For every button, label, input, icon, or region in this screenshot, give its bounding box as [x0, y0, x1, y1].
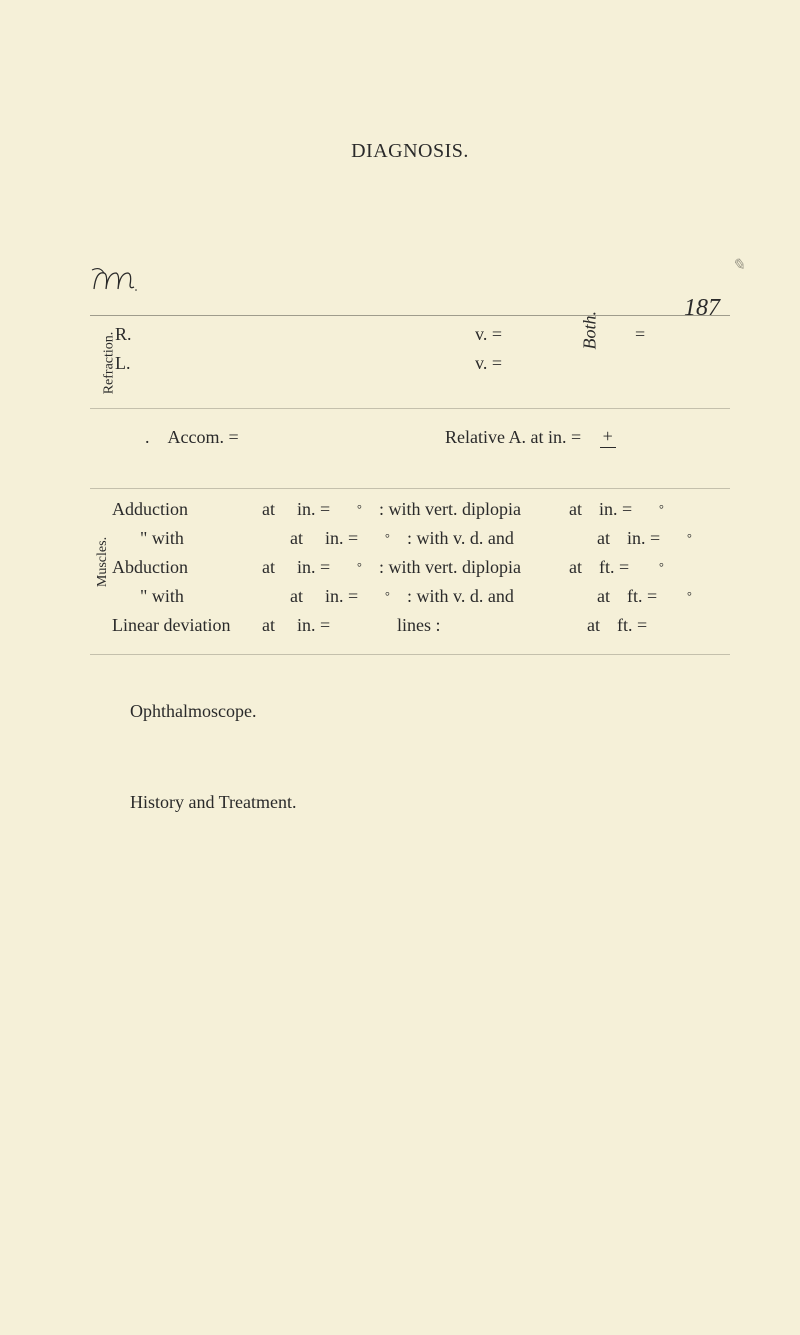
page-title: DIAGNOSIS.	[90, 140, 730, 163]
rule	[90, 654, 730, 655]
accom-label: . Accom. =	[90, 427, 445, 448]
margin-mark: ✎	[732, 255, 745, 275]
rule	[90, 488, 730, 489]
refraction-row-l: L. v. =	[90, 353, 730, 374]
muscles-row: " with at in. = ° : with v. d. and at ft…	[90, 586, 730, 607]
muscles-label: Muscles.	[95, 537, 111, 587]
m-in: in. =	[325, 528, 385, 549]
refraction-label: Refraction.	[101, 332, 117, 395]
v-equals: v. =	[475, 324, 585, 345]
relative-a: Relative A. at in. =	[445, 427, 581, 447]
m-desc: : with vert. diplopia	[379, 499, 569, 520]
muscles-row: " with at in. = ° : with v. d. and at in…	[90, 528, 730, 549]
m-in: in. =	[297, 557, 357, 578]
accom-row: . Accom. = Relative A. at in. = +	[90, 427, 730, 466]
both-label: Both.	[580, 311, 601, 350]
refraction-block: Refraction. R. v. = Both. = L. v. =	[90, 324, 730, 402]
accom-text: Accom. =	[168, 427, 239, 447]
both-cell: Both. =	[585, 324, 685, 345]
accom-right: Relative A. at in. = +	[445, 427, 730, 466]
m-at: at	[262, 615, 297, 636]
m-at2: at	[597, 528, 627, 549]
m-at2: at	[569, 499, 599, 520]
v-equals: v. =	[475, 353, 585, 374]
muscles-block: Muscles. Adduction at in. = ° : with ver…	[90, 499, 730, 636]
m-desc: : with v. d. and	[407, 586, 597, 607]
m-at2: at	[587, 615, 617, 636]
both-eq: =	[635, 324, 645, 344]
m-deg2: °	[687, 589, 707, 604]
m-label: Linear deviation	[90, 615, 262, 636]
script-m	[90, 263, 730, 305]
m-deg: °	[385, 531, 407, 546]
m-at2: at	[569, 557, 599, 578]
page-number: 187	[684, 295, 720, 322]
refraction-row-r: R. v. = Both. =	[90, 324, 730, 345]
history-label: History and Treatment.	[90, 792, 730, 813]
m-deg2: °	[687, 531, 707, 546]
muscles-row: Linear deviation at in. = lines : at ft.…	[90, 615, 730, 636]
minus-space	[600, 448, 616, 466]
m-unit: ft. =	[599, 557, 659, 578]
m-at: at	[262, 499, 297, 520]
m-label: Abduction	[90, 557, 262, 578]
m-desc: : with vert. diplopia	[379, 557, 569, 578]
m-unit: ft. =	[627, 586, 687, 607]
rule	[90, 408, 730, 409]
plus-sign: +	[600, 427, 616, 448]
m-at2: at	[597, 586, 627, 607]
plus-over-minus: +	[600, 427, 616, 466]
m-label: " with	[90, 528, 290, 549]
m-deg: °	[357, 502, 379, 517]
page: DIAGNOSIS. ✎ 187 Refraction. R. v. = Bot…	[0, 0, 800, 873]
m-desc: : with v. d. and	[407, 528, 597, 549]
muscles-row: Adduction at in. = ° : with vert. diplop…	[90, 499, 730, 520]
m-at: at	[262, 557, 297, 578]
m-at: at	[290, 528, 325, 549]
m-unit: in. =	[627, 528, 687, 549]
m-deg: °	[357, 560, 379, 575]
m-in: in. =	[297, 615, 357, 636]
m-desc: lines :	[379, 615, 587, 636]
m-deg: °	[385, 589, 407, 604]
m-unit: ft. =	[617, 615, 677, 636]
muscles-row: Abduction at in. = ° : with vert. diplop…	[90, 557, 730, 578]
ophthalmoscope-label: Ophthalmoscope.	[90, 701, 730, 722]
script-m-icon	[90, 263, 140, 297]
m-deg2: °	[659, 502, 679, 517]
m-label: " with	[90, 586, 290, 607]
rule	[90, 315, 730, 316]
m-deg2: °	[659, 560, 679, 575]
m-label: Adduction	[90, 499, 262, 520]
m-in: in. =	[325, 586, 385, 607]
m-at: at	[290, 586, 325, 607]
m-in: in. =	[297, 499, 357, 520]
m-unit: in. =	[599, 499, 659, 520]
